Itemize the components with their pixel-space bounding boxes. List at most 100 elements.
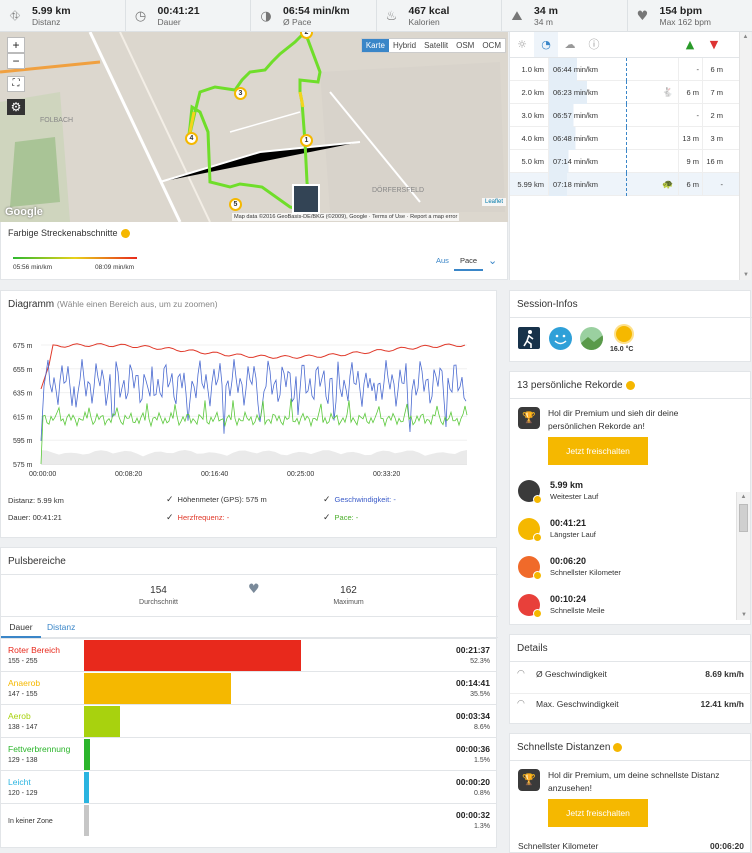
- zone-range: 155 - 255: [8, 658, 38, 665]
- segment-option-pace[interactable]: Pace: [454, 252, 483, 271]
- x-tick-label: 00:00:00: [29, 471, 56, 478]
- chevron-down-icon[interactable]: ⌄: [488, 254, 497, 267]
- zone-bar: [84, 739, 90, 770]
- pulse-avg-label: Durchschnitt: [121, 599, 196, 606]
- records-promo: Hol dir Premium und sieh dir deine persö…: [548, 407, 708, 433]
- stat-value: 5.99 km: [32, 5, 71, 17]
- zone-time: 00:00:32: [456, 810, 490, 820]
- record-item[interactable]: 00:06:20 Schnellster Kilometer: [518, 556, 621, 578]
- tab-dauer[interactable]: Dauer: [1, 617, 41, 638]
- surface-icon: [580, 327, 603, 350]
- record-label: Schnellster Kilometer: [550, 568, 621, 577]
- km-marker[interactable]: 3: [234, 87, 247, 100]
- km-marker[interactable]: 4: [185, 132, 198, 145]
- records-scrollbar[interactable]: ▲ ▼: [736, 492, 750, 620]
- leaflet-link[interactable]: Leaflet: [482, 198, 506, 206]
- split-bar: [600, 127, 658, 150]
- pulse-max-value: 162: [311, 585, 386, 596]
- map-canvas: FOLBACH DÖRFERSFELD: [0, 32, 508, 222]
- split-km: 3.0 km: [510, 111, 548, 120]
- stat-value: 34 m: [534, 5, 558, 17]
- records-panel: 13 persönliche Rekorde 🏆 Hol dir Premium…: [509, 371, 751, 625]
- record-value: 00:06:20: [550, 556, 621, 566]
- pace-tab-icon[interactable]: ◔: [534, 32, 558, 57]
- zone-percent: 35.5%: [470, 691, 490, 698]
- detail-label: Max. Geschwindigkeit: [536, 699, 619, 709]
- map-type-karte[interactable]: Karte: [362, 39, 389, 52]
- map-type-ocm[interactable]: OCM: [478, 39, 505, 52]
- zone-time: 00:14:41: [456, 678, 490, 688]
- terms-link[interactable]: Terms of Use: [372, 214, 405, 220]
- map-label: FOLBACH: [40, 117, 73, 124]
- record-icon: [518, 518, 540, 540]
- sun-weather-icon: [616, 326, 632, 342]
- legend-speed[interactable]: ✓Geschwindigkeit: -: [323, 495, 396, 505]
- x-tick-label: 00:25:00: [287, 471, 314, 478]
- stat-label: Max 162 bpm: [660, 17, 712, 27]
- photo-thumbnail[interactable]: [292, 184, 320, 214]
- record-value: 00:41:21: [550, 518, 596, 528]
- sun-icon[interactable]: ☼: [510, 32, 534, 57]
- report-link[interactable]: Report a map error: [410, 214, 457, 220]
- km-marker[interactable]: 1: [300, 134, 313, 147]
- running-icon: [518, 327, 540, 349]
- x-tick-label: 00:08:20: [115, 471, 142, 478]
- details-title: Details: [510, 635, 750, 662]
- segment-option-aus[interactable]: Aus: [436, 256, 449, 265]
- unlock-records-button[interactable]: Jetzt freischalten: [548, 437, 648, 465]
- map-type-satellit[interactable]: Satellit: [420, 39, 452, 52]
- fullscreen-icon[interactable]: ⛶: [7, 76, 25, 92]
- trophy-icon: 🏆: [518, 407, 540, 429]
- info-icon[interactable]: ⓘ: [582, 32, 606, 57]
- record-icon: [518, 480, 540, 502]
- zone-name: Aerob: [8, 711, 31, 721]
- map-type-hybrid[interactable]: Hybrid: [389, 39, 420, 52]
- y-tick-label: 615 m: [13, 414, 33, 421]
- zone-time: 00:00:36: [456, 744, 490, 754]
- split-down: 6 m: [702, 58, 726, 81]
- segments-title: Farbige Streckenabschnitte: [8, 228, 130, 238]
- legend-heartrate[interactable]: ✓Herzfrequenz: -: [166, 513, 229, 523]
- stat-value: 00:41:21: [158, 5, 200, 17]
- gear-icon[interactable]: ⚙: [7, 99, 25, 115]
- tab-distanz[interactable]: Distanz: [47, 617, 75, 638]
- legend-elevation[interactable]: ✓Höhenmeter (GPS): 575 m: [166, 495, 267, 505]
- km-marker[interactable]: 5: [229, 198, 242, 211]
- split-down: 3 m: [702, 127, 726, 150]
- unlock-fastest-button[interactable]: Jetzt freischalten: [548, 799, 648, 827]
- legend-pace[interactable]: ✓Pace: -: [323, 513, 358, 523]
- splits-scrollbar[interactable]: ▲ ▼: [739, 32, 751, 280]
- zone-name: Anaerob: [8, 678, 40, 688]
- zone-time: 00:03:34: [456, 711, 490, 721]
- attribution-text: Map data ©2016 GeoBasis-DE/BKG (©2009), …: [234, 214, 367, 220]
- record-item[interactable]: 00:41:21 Längster Lauf: [518, 518, 596, 540]
- speed-line: [41, 359, 466, 441]
- record-label: Längster Lauf: [550, 530, 596, 539]
- map-type-osm[interactable]: OSM: [452, 39, 478, 52]
- cloud-icon[interactable]: ☁: [558, 32, 582, 57]
- zoom-out-button[interactable]: −: [7, 53, 25, 69]
- legend-duration: Dauer: 00:41:21: [8, 513, 62, 522]
- zoom-in-button[interactable]: +: [7, 37, 25, 53]
